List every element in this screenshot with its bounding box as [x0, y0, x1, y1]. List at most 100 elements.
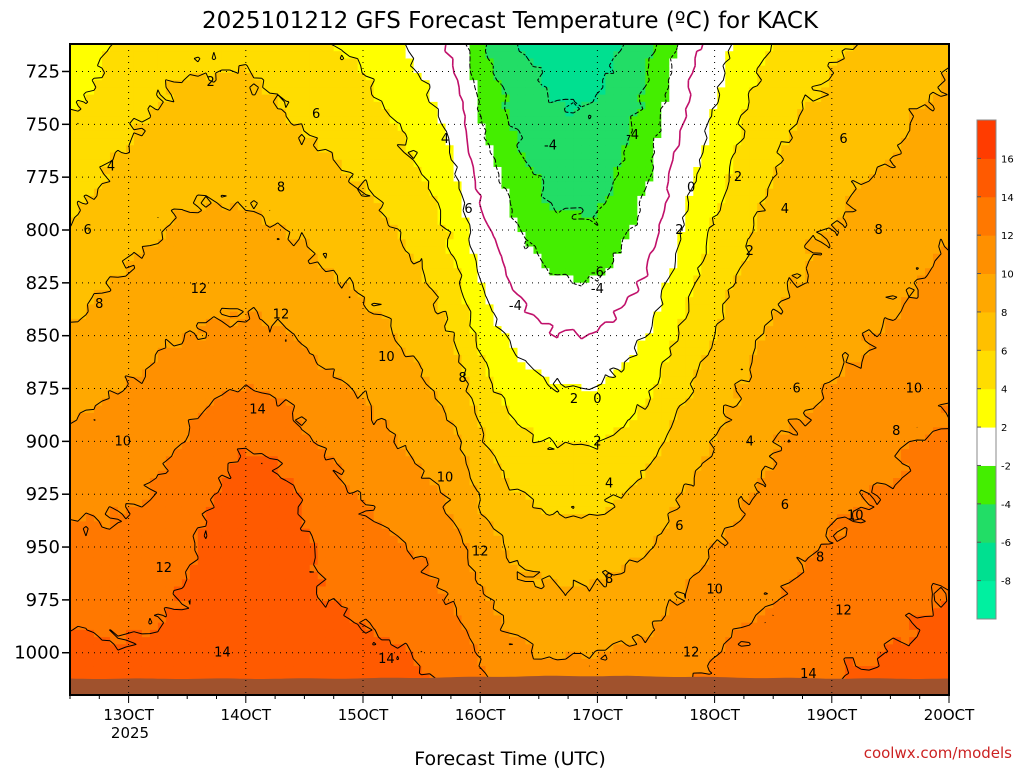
- field-cell: [165, 166, 175, 175]
- field-cell: [365, 456, 375, 465]
- field-cell: [261, 51, 271, 60]
- field-cell: [245, 391, 255, 400]
- field-cell: [405, 637, 415, 645]
- field-cell: [453, 405, 463, 414]
- field-cell: [109, 253, 119, 262]
- field-cell: [485, 340, 495, 349]
- field-cell: [309, 521, 319, 530]
- field-cell: [261, 116, 271, 125]
- field-cell: [501, 72, 511, 81]
- field-cell: [285, 521, 295, 530]
- field-cell: [397, 391, 407, 400]
- field-cell: [85, 239, 95, 248]
- field-cell: [141, 159, 151, 168]
- field-cell: [461, 362, 471, 371]
- field-cell: [149, 528, 159, 537]
- field-cell: [77, 622, 87, 631]
- field-cell: [397, 116, 407, 125]
- field-cell: [125, 362, 135, 371]
- field-cell: [141, 478, 151, 486]
- field-cell: [437, 282, 447, 291]
- field-cell: [77, 550, 87, 559]
- field-cell: [93, 543, 103, 551]
- field-cell: [493, 232, 503, 240]
- field-cell: [413, 275, 423, 284]
- field-cell: [229, 116, 239, 125]
- field-cell: [437, 304, 447, 313]
- field-cell: [309, 492, 319, 501]
- field-cell: [277, 622, 287, 631]
- field-cell: [317, 166, 327, 175]
- field-cell: [349, 521, 359, 530]
- field-cell: [477, 246, 487, 255]
- field-cell: [309, 499, 319, 508]
- field-cell: [437, 268, 447, 277]
- field-cell: [93, 420, 103, 428]
- field-cell: [293, 499, 303, 508]
- field-cell: [93, 87, 103, 96]
- field-cell: [101, 130, 111, 139]
- field-cell: [213, 101, 223, 110]
- field-cell: [101, 203, 111, 211]
- field-cell: [493, 94, 503, 103]
- field-cell: [77, 434, 87, 443]
- field-cell: [149, 261, 159, 269]
- field-cell: [485, 506, 495, 515]
- field-cell: [293, 637, 303, 645]
- field-cell: [149, 478, 159, 486]
- field-cell: [309, 203, 319, 211]
- field-cell: [453, 383, 463, 392]
- field-cell: [373, 456, 383, 465]
- field-cell: [381, 152, 391, 161]
- field-cell: [173, 391, 183, 400]
- field-cell: [453, 470, 463, 479]
- field-cell: [125, 116, 135, 125]
- field-cell: [101, 499, 111, 508]
- field-cell: [277, 499, 287, 508]
- field-cell: [397, 369, 407, 378]
- field-cell: [173, 427, 183, 436]
- field-cell: [477, 203, 487, 211]
- field-cell: [285, 629, 295, 638]
- field-cell: [157, 362, 167, 371]
- field-cell: [157, 572, 167, 580]
- field-cell: [109, 181, 119, 190]
- field-cell: [173, 499, 183, 508]
- field-cell: [269, 253, 279, 262]
- field-cell: [269, 651, 279, 660]
- field-cell: [453, 521, 463, 530]
- field-cell: [101, 152, 111, 161]
- field-cell: [125, 391, 135, 400]
- field-cell: [269, 94, 279, 103]
- field-cell: [469, 651, 479, 660]
- field-cell: [397, 44, 407, 52]
- field-cell: [277, 593, 287, 602]
- field-cell: [93, 246, 103, 255]
- field-cell: [70, 282, 79, 291]
- field-cell: [501, 44, 511, 52]
- field-cell: [77, 159, 87, 168]
- field-cell: [253, 224, 263, 233]
- field-cell: [213, 492, 223, 501]
- field-cell: [301, 159, 311, 168]
- field-cell: [277, 550, 287, 559]
- field-cell: [221, 355, 231, 363]
- field-cell: [253, 398, 263, 407]
- field-cell: [245, 311, 255, 320]
- field-cell: [309, 304, 319, 313]
- field-cell: [85, 586, 95, 595]
- field-cell: [205, 145, 215, 154]
- field-cell: [125, 159, 135, 168]
- field-cell: [269, 311, 279, 320]
- field-cell: [365, 340, 375, 349]
- field-cell: [397, 579, 407, 588]
- field-cell: [325, 593, 335, 602]
- field-cell: [213, 441, 223, 450]
- field-cell: [125, 311, 135, 320]
- field-cell: [309, 362, 319, 371]
- field-cell: [381, 412, 391, 421]
- field-cell: [325, 369, 335, 378]
- field-cell: [93, 203, 103, 211]
- field-cell: [117, 181, 127, 190]
- field-cell: [493, 282, 503, 291]
